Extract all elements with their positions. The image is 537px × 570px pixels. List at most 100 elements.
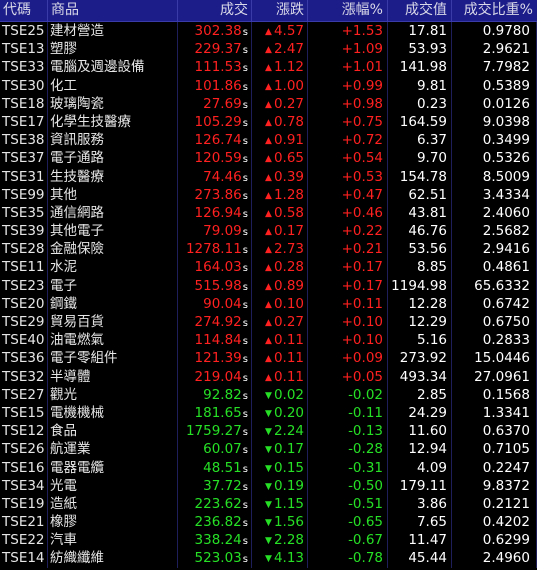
table-row[interactable]: TSE33 電腦及週邊設備 111.53s ▲ 1.12 +1.01 141.98 7.798… xyxy=(0,58,537,77)
price-cell: 111.53s xyxy=(178,58,252,77)
name-cell: 電子通路 xyxy=(48,149,178,168)
share-cell: 9.0398 xyxy=(452,112,537,132)
header-change-pct[interactable]: 漲幅% xyxy=(308,0,388,21)
table-row[interactable]: TSE37 電子通路 120.59s ▲ 0.65 +0.54 9.70 0.5326 xyxy=(0,149,537,168)
table-row[interactable]: TSE30 化工 101.86s ▲ 1.00 +0.99 9.81 0.5389 xyxy=(0,76,537,95)
table-row[interactable]: TSE22 汽車 338.24s ▼ 2.28 -0.67 11.47 0.6299 xyxy=(0,531,537,550)
price-cell: 223.62s xyxy=(178,494,252,514)
name-cell: 汽車 xyxy=(48,531,178,550)
change-cell: ▼ 2.28 xyxy=(252,531,308,550)
code-cell: TSE36 xyxy=(0,349,48,368)
price-value: 338.24 xyxy=(194,532,242,549)
code-cell: TSE18 xyxy=(0,94,48,113)
share-cell: 2.4960 xyxy=(452,549,537,568)
change-cell: ▲ 0.28 xyxy=(252,258,308,277)
price-cell: 181.65s xyxy=(178,403,252,423)
header-volume[interactable]: 成交值 xyxy=(388,0,452,21)
table-row[interactable]: TSE36 電子零組件 121.39s ▲ 0.11 +0.09 273.92 15.0446 xyxy=(0,349,537,368)
header-share[interactable]: 成交比重% xyxy=(463,2,533,18)
table-row[interactable]: TSE20 鋼鐵 90.04s ▲ 0.10 +0.11 12.28 0.6742 xyxy=(0,294,537,313)
pct-cell: -0.28 xyxy=(308,440,388,459)
triangle-down-icon: ▼ xyxy=(265,427,272,438)
volume-cell: 8.85 xyxy=(388,258,452,277)
header-name[interactable]: 商品 xyxy=(48,0,178,21)
volume-cell: 273.92 xyxy=(388,349,452,368)
name-cell: 金融保險 xyxy=(48,240,178,259)
share-cell: 0.2833 xyxy=(452,331,537,350)
name-cell: 通信網路 xyxy=(48,203,178,223)
table-row[interactable]: TSE26 航運業 60.07s ▼ 0.17 -0.28 12.94 0.7105 xyxy=(0,440,537,459)
table-row[interactable]: TSE38 資訊服務 126.74s ▲ 0.91 +0.72 6.37 0.3499 xyxy=(0,131,537,150)
triangle-up-icon: ▲ xyxy=(265,372,272,383)
change-value: 0.19 xyxy=(273,477,304,494)
pct-cell: +0.17 xyxy=(308,258,388,277)
triangle-up-icon: ▲ xyxy=(265,99,272,110)
price-cell: 1759.27s xyxy=(178,422,252,441)
price-value: 111.53 xyxy=(194,59,242,76)
change-cell: ▲ 0.27 xyxy=(252,313,308,332)
change-value: 2.47 xyxy=(273,41,304,58)
triangle-up-icon: ▲ xyxy=(265,117,272,128)
price-value: 126.74 xyxy=(194,132,242,149)
name-cell: 光電 xyxy=(48,476,178,495)
share-cell: 2.9621 xyxy=(452,40,537,59)
table-row[interactable]: TSE31 生技醫療 74.46s ▲ 0.39 +0.53 154.78 8.5009 xyxy=(0,167,537,186)
triangle-up-icon: ▲ xyxy=(265,154,272,165)
header-change[interactable]: 漲跌 xyxy=(252,0,308,21)
table-row[interactable]: TSE27 觀光 92.82s ▼ 0.02 -0.02 2.85 0.1568 xyxy=(0,385,537,404)
change-cell: ▲ 1.12 xyxy=(252,58,308,77)
price-value: 92.82 xyxy=(203,386,242,403)
change-value: 0.27 xyxy=(273,95,304,112)
name-cell: 鋼鐵 xyxy=(48,294,178,313)
name-cell: 貿易百貨 xyxy=(48,313,178,332)
table-row[interactable]: TSE21 橡膠 236.82s ▼ 1.56 -0.65 7.65 0.4202 xyxy=(0,513,537,532)
header-code[interactable]: 代碼 xyxy=(0,0,48,21)
table-row[interactable]: TSE35 通信網路 126.94s ▲ 0.58 +0.46 43.81 2.4060 xyxy=(0,203,537,223)
triangle-up-icon: ▲ xyxy=(265,63,272,74)
table-row[interactable]: TSE23 電子 515.98s ▲ 0.89 +0.17 1194.98 65.6332 xyxy=(0,276,537,295)
pct-cell: +0.21 xyxy=(308,240,388,259)
table-row[interactable]: TSE28 金融保險 1278.11s ▲ 2.73 +0.21 53.56 2.9416 xyxy=(0,240,537,259)
table-row[interactable]: TSE18 玻璃陶瓷 27.69s ▲ 0.27 +0.98 0.23 0.0126 xyxy=(0,94,537,113)
price-cell: 126.74s xyxy=(178,131,252,150)
table-row[interactable]: TSE14 紡織纖維 523.03s ▼ 4.13 -0.78 45.44 2.4960 xyxy=(0,549,537,568)
code-cell: TSE21 xyxy=(0,513,48,532)
pct-cell: +0.17 xyxy=(308,276,388,295)
table-row[interactable]: TSE17 化學生技醫療 105.29s ▲ 0.78 +0.75 164.59 9.0398 xyxy=(0,112,537,132)
change-cell: ▲ 2.73 xyxy=(252,240,308,259)
header-price[interactable]: 成交 xyxy=(178,0,252,21)
triangle-up-icon: ▲ xyxy=(265,263,272,274)
share-cell: 0.2121 xyxy=(452,494,537,514)
table-row[interactable]: TSE19 造紙 223.62s ▼ 1.15 -0.51 3.86 0.2121 xyxy=(0,494,537,514)
price-cell: 121.39s xyxy=(178,349,252,368)
table-row[interactable]: TSE16 電器電纜 48.51s ▼ 0.15 -0.31 4.09 0.2247 xyxy=(0,458,537,477)
table-row[interactable]: TSE13 塑膠 229.37s ▲ 2.47 +1.09 53.93 2.9621 xyxy=(0,40,537,59)
volume-cell: 4.09 xyxy=(388,458,452,477)
code-cell: TSE38 xyxy=(0,131,48,150)
pct-cell: +0.75 xyxy=(308,112,388,132)
price-cell: 523.03s xyxy=(178,549,252,568)
change-value: 2.24 xyxy=(273,423,304,440)
table-row[interactable]: TSE40 油電燃氣 114.84s ▲ 0.11 +0.10 5.16 0.2833 xyxy=(0,331,537,350)
table-row[interactable]: TSE34 光電 37.72s ▼ 0.19 -0.50 179.11 9.8372 xyxy=(0,476,537,495)
price-cell: 236.82s xyxy=(178,513,252,532)
change-value: 0.28 xyxy=(273,259,304,276)
price-suffix: s xyxy=(242,281,248,293)
table-row[interactable]: TSE29 貿易百貨 274.92s ▲ 0.27 +0.10 12.29 0.6750 xyxy=(0,313,537,332)
price-value: 27.69 xyxy=(203,95,242,112)
table-row[interactable]: TSE25 建材營造 302.38s ▲ 4.57 +1.53 17.81 0.9780 xyxy=(0,22,537,41)
table-row[interactable]: TSE39 其他電子 79.09s ▲ 0.17 +0.22 46.76 2.5682 xyxy=(0,222,537,241)
price-value: 60.07 xyxy=(203,441,242,458)
table-row[interactable]: TSE99 其他 273.86s ▲ 1.28 +0.47 62.51 3.4334 xyxy=(0,185,537,204)
change-cell: ▼ 4.13 xyxy=(252,549,308,568)
table-row[interactable]: TSE15 電機機械 181.65s ▼ 0.20 -0.11 24.29 1.3341 xyxy=(0,403,537,423)
code-cell: TSE37 xyxy=(0,149,48,168)
name-cell: 化工 xyxy=(48,76,178,95)
table-row[interactable]: TSE12 食品 1759.27s ▼ 2.24 -0.13 11.60 0.6370 xyxy=(0,422,537,441)
code-cell: TSE35 xyxy=(0,203,48,223)
table-row[interactable]: TSE11 水泥 164.03s ▲ 0.28 +0.17 8.85 0.4861 xyxy=(0,258,537,277)
name-cell: 塑膠 xyxy=(48,40,178,59)
table-row[interactable]: TSE32 半導體 219.04s ▲ 0.11 +0.05 493.34 27.0961 xyxy=(0,367,537,386)
volume-cell: 43.81 xyxy=(388,203,452,223)
volume-cell: 141.98 xyxy=(388,58,452,77)
